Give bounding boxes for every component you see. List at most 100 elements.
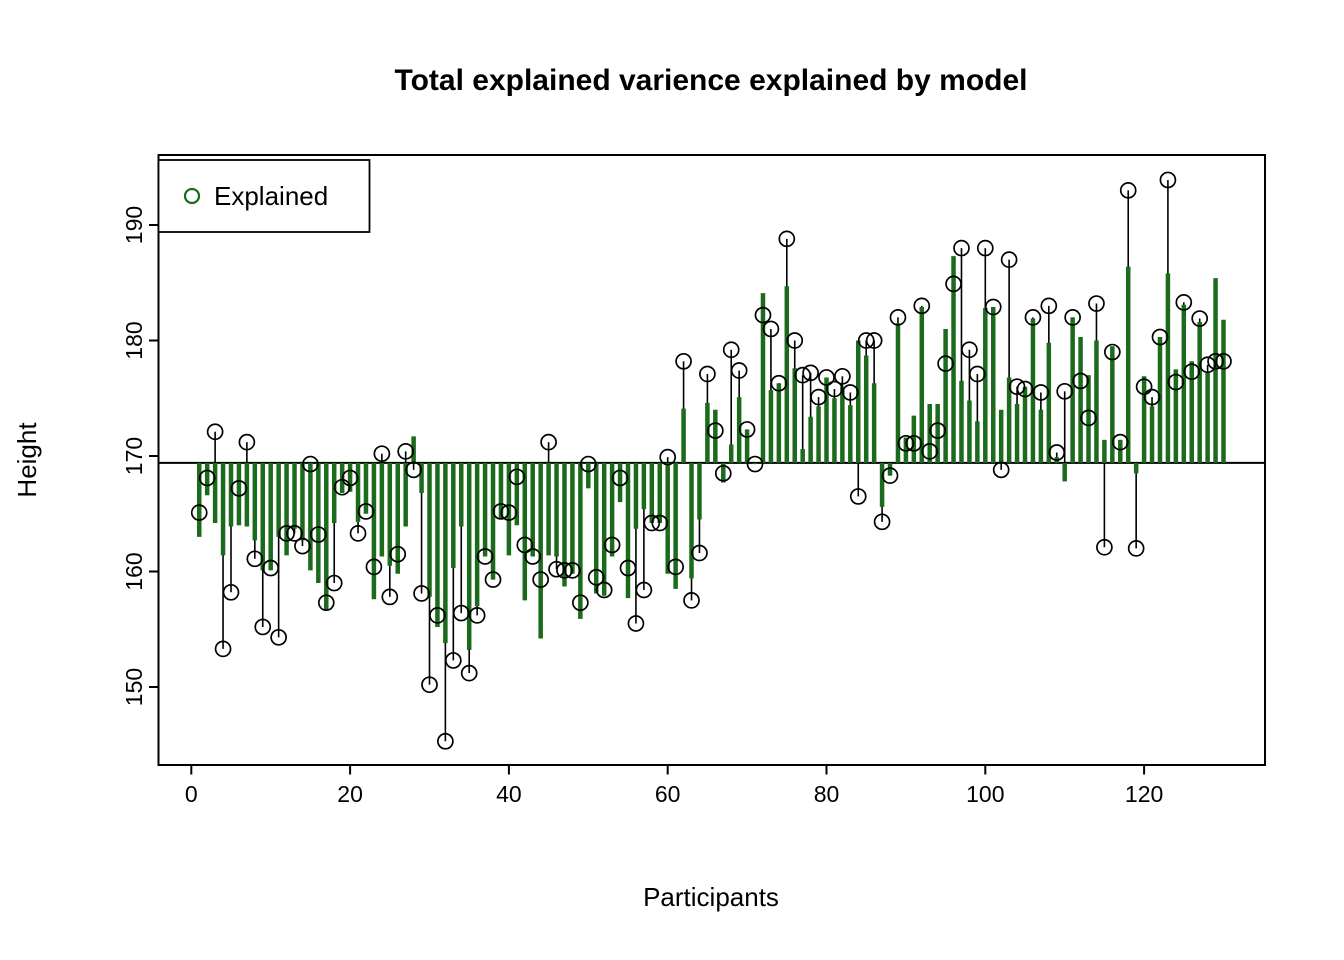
observed-point (1080, 409, 1097, 427)
observed-point (206, 423, 224, 441)
observed-point (564, 561, 581, 579)
observed-point (754, 306, 772, 324)
observed-point (984, 298, 1002, 316)
observed-point (349, 525, 367, 542)
observed-point (992, 461, 1010, 479)
observed-point (667, 558, 684, 576)
observed-point (468, 607, 486, 624)
observed-point (611, 469, 629, 487)
observed-point (1151, 328, 1169, 346)
observed-point (1143, 388, 1161, 406)
observed-point (325, 574, 343, 592)
chart-title: Total explained varience explained by mo… (395, 64, 1028, 97)
observed-point (857, 332, 875, 349)
observed-point (881, 467, 899, 484)
observed-point (730, 362, 748, 379)
observed-point (548, 560, 565, 578)
observed-point (1040, 297, 1058, 315)
observed-point (873, 513, 891, 531)
legend: Explained (157, 159, 371, 233)
observed-points (190, 171, 1232, 750)
observed-point (603, 536, 621, 554)
observed-point (190, 504, 208, 521)
observed-point (976, 239, 994, 257)
observed-point (381, 588, 399, 606)
observed-point (738, 421, 756, 438)
observed-point (691, 544, 708, 562)
observed-point (1016, 380, 1034, 398)
observed-point (540, 433, 557, 451)
x-tick-label: 40 (496, 781, 522, 807)
observed-point (508, 468, 526, 486)
observed-point (762, 320, 780, 338)
observed-point (746, 455, 764, 473)
legend-label: Explained (214, 181, 328, 211)
observed-point (651, 514, 669, 532)
observed-point (1183, 363, 1201, 381)
observed-point (722, 341, 740, 359)
observed-point (635, 581, 653, 599)
observed-point (452, 604, 470, 622)
observed-point (786, 332, 804, 349)
observed-point (460, 664, 478, 682)
observed-point (405, 461, 422, 479)
observed-point (270, 628, 287, 646)
observed-point (198, 469, 216, 487)
observed-point (476, 548, 494, 565)
observed-point (818, 369, 835, 386)
observed-point (778, 230, 796, 248)
observed-point (341, 469, 359, 487)
observed-point (222, 583, 240, 601)
observed-point (357, 503, 375, 520)
observed-point (1175, 294, 1193, 311)
observed-point (579, 455, 597, 473)
x-tick-label: 80 (814, 781, 840, 807)
x-tick-label: 0 (185, 781, 198, 807)
axis-ticks: 150 160 170 180 190 0 20 40 60 80 100 120 (121, 206, 1163, 807)
observed-point (214, 640, 232, 658)
observed-point (254, 618, 272, 636)
observed-point (889, 309, 907, 326)
observed-point (929, 422, 947, 439)
observed-point (413, 585, 430, 602)
observed-point (421, 676, 438, 694)
observed-point (826, 380, 843, 398)
observed-point (587, 568, 605, 586)
observed-point (714, 464, 732, 482)
observed-point (619, 559, 637, 577)
observed-point (1072, 372, 1089, 390)
observed-point (309, 526, 327, 543)
observed-point (675, 352, 692, 370)
observed-point (294, 537, 311, 555)
observed-point (1056, 382, 1074, 400)
observed-point (1096, 538, 1113, 556)
x-axis-title: Participants (643, 882, 779, 912)
plot-frame (157, 154, 1266, 766)
observed-point (627, 615, 645, 632)
observed-point (1127, 540, 1145, 557)
observed-point (945, 275, 962, 293)
observed-point (1064, 309, 1081, 326)
observed-point (865, 332, 883, 349)
observed-point (683, 592, 700, 609)
observed-point (841, 384, 859, 401)
y-tick-label: 160 (121, 552, 147, 590)
observed-point (484, 571, 502, 588)
observed-point (1111, 433, 1129, 451)
observed-point (699, 365, 716, 383)
observed-point (1048, 444, 1066, 461)
observed-point (238, 433, 256, 451)
observed-point (524, 548, 542, 565)
observed-point (444, 652, 462, 669)
observed-point (1024, 309, 1042, 326)
observed-point (230, 479, 248, 497)
observed-point (246, 550, 264, 568)
observed-stems (198, 179, 1225, 742)
observed-point (317, 594, 335, 612)
observed-point (278, 525, 295, 542)
observed-point (572, 594, 589, 612)
observed-point (659, 448, 677, 466)
observed-point (810, 388, 827, 406)
observed-point (429, 607, 446, 624)
